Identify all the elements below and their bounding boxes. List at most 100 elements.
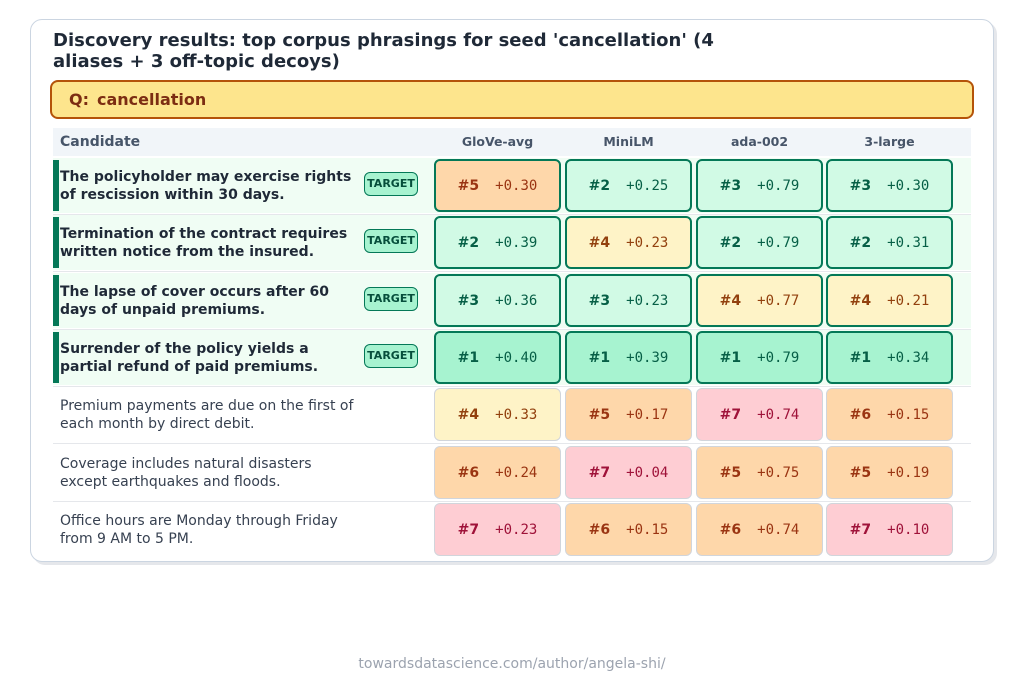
rank-label: #7 xyxy=(849,521,872,538)
score-cell: #5 +0.17 xyxy=(565,388,692,441)
rank-label: #7 xyxy=(719,406,742,423)
score-cell: #6 +0.15 xyxy=(826,388,953,441)
rank-label: #2 xyxy=(588,177,611,194)
table-row: Office hours are Monday through Friday f… xyxy=(53,502,971,557)
candidate-text: The policyholder may exercise rights of … xyxy=(60,168,352,203)
score-label: +0.31 xyxy=(887,234,930,251)
footer-credit: towardsdatascience.com/author/angela-shi… xyxy=(358,656,666,672)
rank-label: #3 xyxy=(849,177,872,194)
model-header-minilm: MiniLM xyxy=(603,134,654,149)
score-cell: #4 +0.33 xyxy=(434,388,561,441)
rank-label: #4 xyxy=(457,406,480,423)
score-cell: #2 +0.79 xyxy=(696,216,823,269)
score-cell: #4 +0.77 xyxy=(696,274,823,327)
score-label: +0.74 xyxy=(757,406,800,423)
model-header-3-large: 3-large xyxy=(864,134,915,149)
rank-label: #3 xyxy=(719,177,742,194)
target-badge: TARGET xyxy=(364,287,418,311)
candidate-text: Premium payments are due on the first of… xyxy=(60,397,354,432)
score-cell: #2 +0.39 xyxy=(434,216,561,269)
score-cell: #7 +0.74 xyxy=(696,388,823,441)
score-label: +0.15 xyxy=(887,406,930,423)
table-header: Candidate GloVe-avg MiniLM ada-002 3-large xyxy=(53,128,971,156)
candidate-header: Candidate xyxy=(60,134,141,150)
query-text: cancellation xyxy=(97,90,207,109)
table-row: Coverage includes natural disasters exce… xyxy=(53,445,971,502)
score-label: +0.40 xyxy=(495,349,538,366)
score-label: +0.75 xyxy=(757,464,800,481)
score-label: +0.04 xyxy=(626,464,669,481)
score-label: +0.39 xyxy=(626,349,669,366)
rank-label: #6 xyxy=(719,521,742,538)
model-header-glove-avg: GloVe-avg xyxy=(461,134,534,149)
score-cell: #4 +0.23 xyxy=(565,216,692,269)
score-cell: #7 +0.23 xyxy=(434,503,561,556)
score-label: +0.77 xyxy=(757,292,800,309)
query-banner: Q: cancellation xyxy=(50,80,974,119)
score-cell: #3 +0.23 xyxy=(565,274,692,327)
rank-label: #6 xyxy=(588,521,611,538)
score-label: +0.33 xyxy=(495,406,538,423)
row-divider xyxy=(53,443,971,444)
score-label: +0.39 xyxy=(495,234,538,251)
score-cell: #2 +0.25 xyxy=(565,159,692,212)
score-label: +0.79 xyxy=(757,349,800,366)
candidate-text: Coverage includes natural disasters exce… xyxy=(60,455,312,490)
target-marker-bar xyxy=(53,275,59,326)
score-cell: #3 +0.36 xyxy=(434,274,561,327)
score-label: +0.21 xyxy=(887,292,930,309)
candidate-text: The lapse of cover occurs after 60 days … xyxy=(60,283,330,318)
rank-label: #2 xyxy=(719,234,742,251)
score-label: +0.23 xyxy=(495,521,538,538)
score-cell: #3 +0.79 xyxy=(696,159,823,212)
score-cell: #6 +0.24 xyxy=(434,446,561,499)
rank-label: #2 xyxy=(457,234,480,251)
score-label: +0.23 xyxy=(626,234,669,251)
rank-label: #6 xyxy=(849,406,872,423)
table-row: Termination of the contract requires wri… xyxy=(53,215,971,272)
model-header-ada-002: ada-002 xyxy=(730,134,789,149)
score-label: +0.30 xyxy=(887,177,930,194)
rank-label: #1 xyxy=(588,349,611,366)
score-label: +0.19 xyxy=(887,464,930,481)
score-cell: #1 +0.40 xyxy=(434,331,561,384)
rank-label: #2 xyxy=(849,234,872,251)
query-prefix: Q: xyxy=(69,90,89,109)
score-cell: #1 +0.34 xyxy=(826,331,953,384)
score-cell: #1 +0.39 xyxy=(565,331,692,384)
target-badge: TARGET xyxy=(364,172,418,196)
target-marker-bar xyxy=(53,160,59,211)
candidate-text: Surrender of the policy yields a partial… xyxy=(60,340,319,375)
table-row: Surrender of the policy yields a partial… xyxy=(53,330,971,387)
score-cell: #6 +0.74 xyxy=(696,503,823,556)
rank-label: #4 xyxy=(719,292,742,309)
score-cell: #6 +0.15 xyxy=(565,503,692,556)
score-cell: #5 +0.30 xyxy=(434,159,561,212)
table-row: Premium payments are due on the first of… xyxy=(53,387,971,444)
score-label: +0.23 xyxy=(626,292,669,309)
score-label: +0.10 xyxy=(887,521,930,538)
score-cell: #1 +0.79 xyxy=(696,331,823,384)
score-label: +0.36 xyxy=(495,292,538,309)
rank-label: #6 xyxy=(457,464,480,481)
target-marker-bar xyxy=(53,217,59,268)
chart-title: Discovery results: top corpus phrasings … xyxy=(53,30,714,72)
score-cell: #7 +0.10 xyxy=(826,503,953,556)
rank-label: #1 xyxy=(849,349,872,366)
score-cell: #4 +0.21 xyxy=(826,274,953,327)
score-cell: #5 +0.75 xyxy=(696,446,823,499)
table-row: The lapse of cover occurs after 60 days … xyxy=(53,273,971,330)
score-label: +0.79 xyxy=(757,234,800,251)
rank-label: #5 xyxy=(849,464,872,481)
score-label: +0.34 xyxy=(887,349,930,366)
target-badge: TARGET xyxy=(364,344,418,368)
score-label: +0.79 xyxy=(757,177,800,194)
score-cell: #7 +0.04 xyxy=(565,446,692,499)
rank-label: #5 xyxy=(719,464,742,481)
candidate-text: Office hours are Monday through Friday f… xyxy=(60,512,338,547)
score-cell: #5 +0.19 xyxy=(826,446,953,499)
row-divider xyxy=(53,329,971,330)
score-label: +0.17 xyxy=(626,406,669,423)
row-divider xyxy=(53,386,971,387)
score-label: +0.30 xyxy=(495,177,538,194)
